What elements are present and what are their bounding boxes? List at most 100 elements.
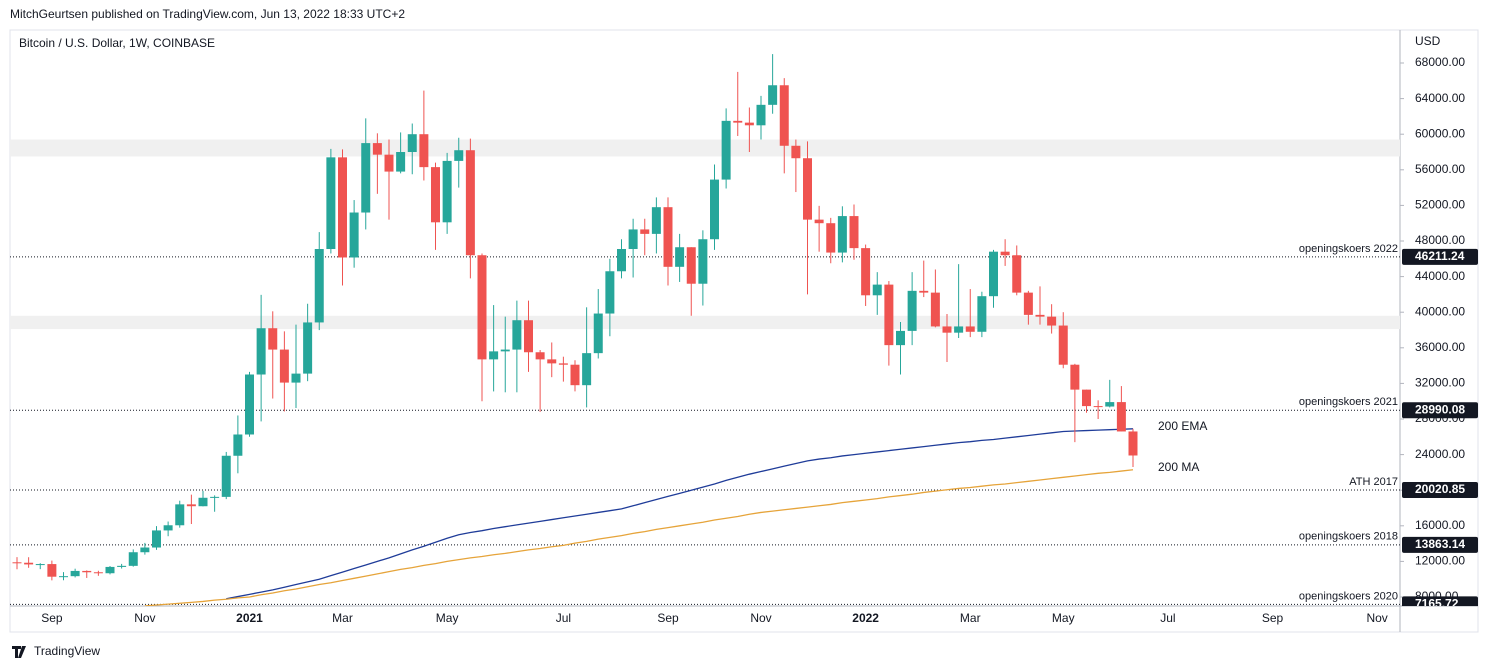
- y-tick-label: 48000.00: [1415, 233, 1465, 247]
- candle-body: [245, 374, 254, 435]
- level-price-box: [1402, 536, 1478, 553]
- level-price-label: 20020.85: [1415, 482, 1465, 496]
- publisher-line: MitchGeurtsen published on TradingView.c…: [10, 7, 405, 21]
- candle-body: [1023, 292, 1033, 315]
- y-tick-label: 44000.00: [1415, 269, 1465, 283]
- candle-body: [279, 349, 289, 383]
- candle-body: [954, 326, 964, 333]
- candle-body: [512, 320, 522, 350]
- level-price-box: [1402, 482, 1478, 499]
- level-price-label: 7165.72: [1415, 597, 1459, 611]
- y-tick-label: 24000.00: [1415, 447, 1465, 461]
- candle-body: [896, 330, 905, 346]
- candle-body: [117, 565, 127, 567]
- candle-body: [489, 351, 499, 360]
- candle-body: [617, 249, 626, 272]
- candle-body: [233, 434, 243, 456]
- candle-body: [163, 525, 173, 531]
- candle-body: [1058, 325, 1068, 365]
- candle-body: [837, 216, 847, 253]
- candle-body: [547, 359, 557, 364]
- level-price-label: 28990.08: [1415, 402, 1465, 416]
- candle-body: [628, 229, 638, 250]
- candle-body: [47, 564, 57, 577]
- candle-body: [349, 212, 359, 258]
- candle-body: [12, 562, 22, 564]
- plot-area: openingskoers 2022 openingskoers 2021 ATH …: [10, 54, 1400, 606]
- candle-body: [849, 216, 859, 249]
- candle-body: [675, 247, 685, 267]
- candle-body: [756, 104, 766, 126]
- candle-body: [640, 229, 650, 234]
- candle-body: [558, 363, 568, 365]
- candle-body: [524, 320, 533, 353]
- y-tick-label: 68000.00: [1415, 55, 1465, 69]
- x-tick-label: Nov: [750, 611, 771, 625]
- candle-body: [326, 157, 336, 250]
- candle-body: [35, 564, 45, 566]
- price-axis: 8000.0012000.0016000.0020000.0024000.002…: [1400, 55, 1478, 611]
- level-price-label: 46211.24: [1415, 249, 1465, 263]
- zone: [10, 315, 1400, 330]
- candle-body: [698, 239, 708, 284]
- level-price-box: [1402, 248, 1478, 265]
- y-tick-label: 16000.00: [1415, 518, 1465, 532]
- y-tick-label: 36000.00: [1415, 340, 1465, 354]
- candle-body: [384, 154, 394, 172]
- x-tick-label: 2021: [236, 611, 263, 625]
- candle-body: [338, 157, 347, 258]
- candle-body: [396, 152, 406, 172]
- x-tick-label: 2022: [852, 611, 879, 625]
- candle-body: [70, 570, 80, 577]
- candle-body: [884, 284, 894, 346]
- candle-body: [407, 134, 417, 153]
- candle-body: [210, 496, 220, 498]
- candle-body: [814, 219, 824, 224]
- level-price-box: [1402, 402, 1478, 419]
- candle-body: [198, 497, 208, 507]
- candle-body: [1105, 402, 1115, 407]
- logo-icon: [12, 646, 26, 658]
- candle-body: [1012, 255, 1022, 293]
- candle-body: [175, 504, 185, 526]
- candle-body: [977, 296, 987, 332]
- candle-body: [1047, 316, 1057, 326]
- candle-body: [465, 150, 475, 256]
- candle-body: [593, 313, 603, 354]
- zone: [10, 139, 1400, 157]
- level-name: openingskoers 2018: [1299, 531, 1398, 543]
- level-name: openingskoers 2021: [1299, 396, 1398, 408]
- candle-body: [1093, 406, 1103, 408]
- candle-body: [442, 160, 452, 223]
- y-tick-label: 32000.00: [1415, 376, 1465, 390]
- candle-body: [1082, 389, 1091, 407]
- candle-body: [1070, 364, 1080, 390]
- candle-body: [140, 547, 150, 553]
- y-tick-label: 64000.00: [1415, 91, 1465, 105]
- candle-body: [663, 207, 673, 267]
- x-tick-label: Sep: [1262, 611, 1284, 625]
- ma-line: [226, 428, 1134, 600]
- candle-body: [535, 352, 545, 360]
- candle-body: [744, 122, 754, 126]
- level-name: openingskoers 2020: [1299, 590, 1398, 602]
- candle-body: [651, 207, 661, 234]
- candle-body: [570, 364, 580, 386]
- candle-body: [605, 271, 615, 314]
- time-axis: Sep Nov 2021 Mar May Jul Sep Nov 2022 Mar May Jul Se…: [41, 611, 1388, 625]
- candle-body: [965, 326, 975, 332]
- brand-logo: TradingView: [12, 644, 100, 658]
- brand-name: TradingView: [34, 644, 100, 658]
- y-tick-label: 56000.00: [1415, 162, 1465, 176]
- candle-body: [291, 373, 301, 383]
- candle-body: [872, 284, 882, 296]
- candle-body: [419, 134, 429, 168]
- candle-body: [791, 145, 801, 159]
- x-tick-label: Nov: [134, 611, 155, 625]
- candle-body: [256, 328, 266, 375]
- ma-line: [144, 469, 1134, 606]
- level-name: openingskoers 2022: [1299, 243, 1398, 255]
- x-tick-label: May: [436, 611, 459, 625]
- candle-body: [768, 85, 778, 105]
- y-tick-label: 60000.00: [1415, 126, 1465, 140]
